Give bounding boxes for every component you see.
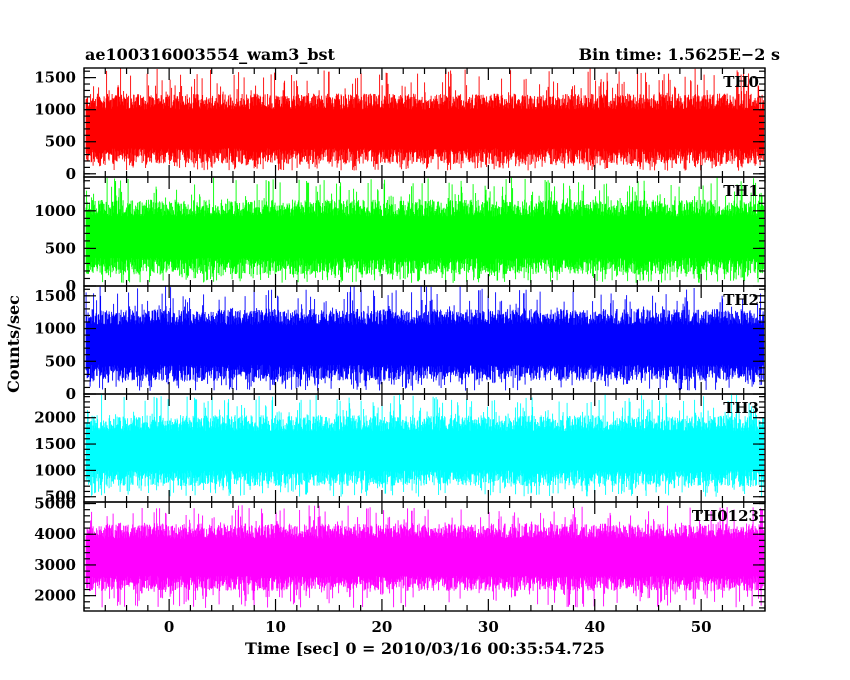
y-tick-label: 1500: [34, 287, 76, 305]
x-tick-label: 40: [584, 618, 605, 636]
x-tick-label: 50: [691, 618, 712, 636]
panels-group: 0 500 1000 1500 TH0 0 500 1000 TH1 0 500 1000 1500 TH…: [34, 67, 766, 612]
y-tick-label: 2000: [34, 409, 76, 427]
y-tick-label: 1500: [34, 435, 76, 453]
panel-label-th3: TH3: [723, 399, 759, 417]
x-tick-label: 0: [164, 618, 174, 636]
x-tick-label: 20: [372, 618, 393, 636]
series-th2-trace: [85, 286, 765, 391]
x-axis-title: Time [sec] 0 = 2010/03/16 00:35:54.725: [245, 639, 605, 658]
series-th0123-trace: [85, 505, 765, 608]
y-axis-title: Counts/sec: [4, 295, 23, 393]
y-tick-label: 500: [45, 488, 76, 506]
chart-title-right: Bin time: 1.5625E−2 s: [579, 45, 780, 64]
series-th1-trace: [85, 177, 765, 283]
panel-th0123: 2000 3000 4000 5000 TH0123: [34, 495, 766, 612]
x-tick-label: 10: [265, 618, 286, 636]
panel-th2: 0 500 1000 1500 TH2: [34, 285, 766, 403]
y-tick-label: 1000: [34, 461, 76, 479]
y-tick-label: 5000: [34, 495, 76, 513]
panel-label-th0: TH0: [723, 73, 759, 91]
y-tick-label: 0: [66, 165, 76, 183]
y-tick-label: 1500: [34, 69, 76, 87]
y-tick-label: 1000: [34, 202, 76, 220]
y-tick-label: 3000: [34, 556, 76, 574]
x-axis: 0 10 20 30 40 50: [164, 618, 712, 636]
series-th0-trace: [85, 68, 765, 171]
panel-th3: 500 1000 1500 2000 TH3: [34, 393, 766, 506]
y-tick-label: 500: [45, 352, 76, 370]
panel-label-th1: TH1: [723, 182, 759, 200]
x-tick-label: 30: [478, 618, 499, 636]
y-tick-label: 1000: [34, 101, 76, 119]
panel-label-th2: TH2: [723, 291, 759, 309]
y-tick-label: 0: [66, 385, 76, 403]
y-tick-label: 1000: [34, 320, 76, 338]
panel-label-th0123: TH0123: [692, 507, 759, 525]
y-tick-label: 4000: [34, 525, 76, 543]
chart-title-left: ae100316003554_wam3_bst: [85, 45, 336, 64]
y-tick-label: 2000: [34, 587, 76, 605]
panel-th1: 0 500 1000 TH1: [34, 176, 766, 295]
y-tick-label: 0: [66, 277, 76, 295]
series-th3-trace: [85, 394, 765, 497]
panel-th0: 0 500 1000 1500 TH0: [34, 67, 766, 183]
y-tick-label: 500: [45, 239, 76, 257]
y-tick-label: 500: [45, 133, 76, 151]
